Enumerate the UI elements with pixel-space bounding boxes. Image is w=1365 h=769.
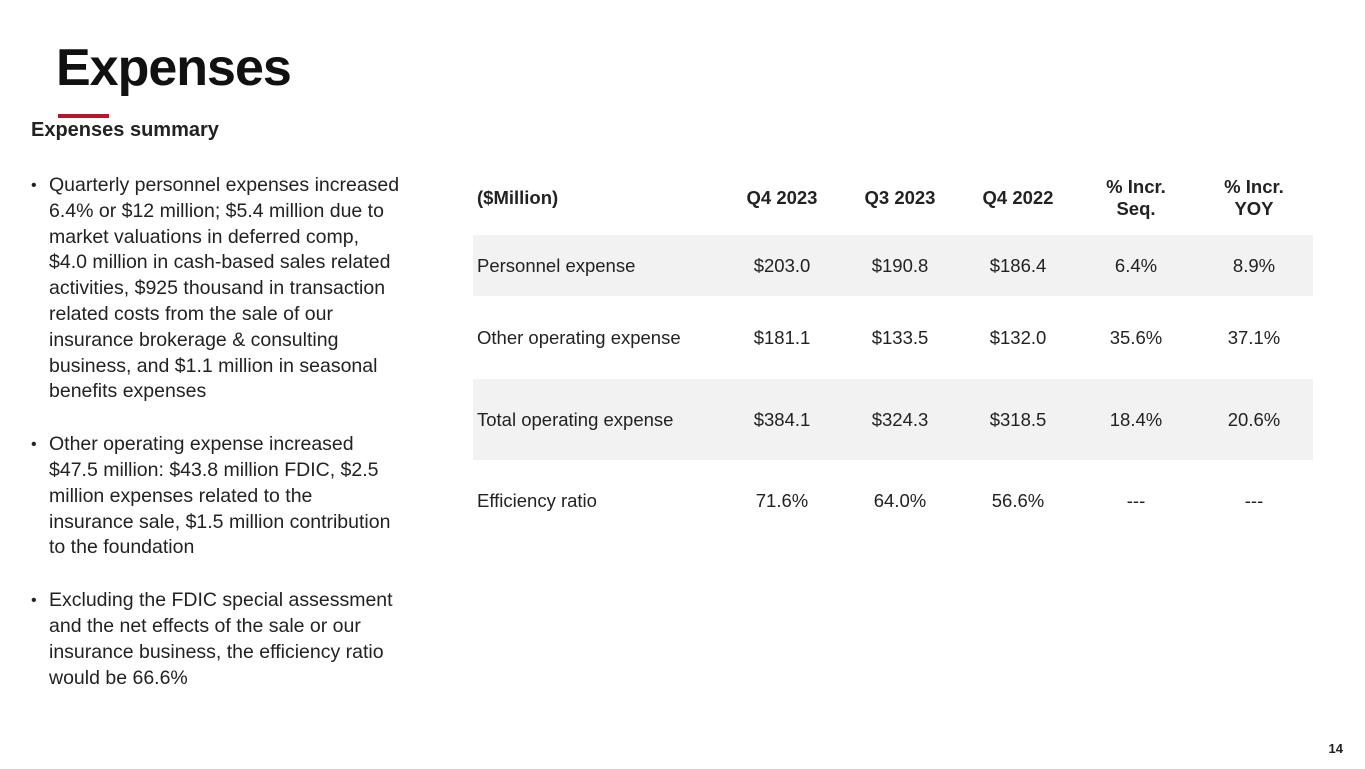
- cell-pct-yoy: 37.1%: [1227, 326, 1281, 348]
- page-title: Expenses: [56, 39, 292, 97]
- table-header-row: ($Million) Q4 2023 Q3 2023 Q4 2022 % Inc…: [473, 160, 1313, 235]
- cell-q3-2023: 64.0%: [873, 490, 927, 511]
- cell-q4-2023: $203.0: [723, 235, 841, 296]
- table-row: Total operating expense $384.1 $324.3 $3…: [473, 379, 1313, 460]
- cell-q4-2023: 71.6%: [755, 490, 809, 511]
- cell-q4-2022: 56.6%: [991, 490, 1045, 511]
- row-label: Total operating expense: [473, 379, 723, 460]
- cell-q4-2022: $132.0: [989, 326, 1047, 348]
- cell-q4-2023: $181.1: [753, 326, 811, 348]
- cell-q3-2023: $324.3: [841, 379, 959, 460]
- cell-q4-2022: $318.5: [959, 379, 1077, 460]
- bullet-icon: •: [31, 436, 37, 454]
- bullet-icon: •: [31, 592, 37, 610]
- header-label: ($Million): [477, 186, 559, 208]
- title-accent-bar: [58, 114, 109, 118]
- cell-pct-seq: 18.4%: [1077, 379, 1195, 460]
- cell-pct-yoy: 20.6%: [1195, 379, 1313, 460]
- page-number: 14: [1328, 741, 1343, 756]
- summary-bullet: • Quarterly personnel expenses increased…: [31, 173, 401, 405]
- summary-bullet-list: • Quarterly personnel expenses increased…: [31, 173, 401, 718]
- cell-pct-yoy: ---: [1244, 490, 1264, 511]
- cell-pct-seq: 35.6%: [1109, 326, 1163, 348]
- expenses-table-container: ($Million) Q4 2023 Q3 2023 Q4 2022 % Inc…: [473, 160, 1313, 542]
- table-row: Other operating expense $181.1 $133.5 $1…: [473, 296, 1313, 379]
- cell-pct-seq: ---: [1126, 490, 1146, 511]
- summary-heading: Expenses summary: [31, 119, 219, 141]
- cell-q4-2023: $384.1: [723, 379, 841, 460]
- expenses-table: ($Million) Q4 2023 Q3 2023 Q4 2022 % Inc…: [473, 160, 1313, 542]
- cell-q3-2023: $133.5: [871, 326, 929, 348]
- bullet-text: Other operating expense increased $47.5 …: [49, 433, 391, 559]
- header-q4-2023: Q4 2023: [746, 186, 818, 208]
- header-pct-seq-line2: Seq.: [1116, 197, 1156, 219]
- bullet-text: Excluding the FDIC special assessment an…: [49, 589, 393, 689]
- header-pct-yoy-line2: YOY: [1234, 197, 1274, 219]
- cell-q3-2023: $190.8: [841, 235, 959, 296]
- header-pct-yoy: % Incr. YOY: [1195, 160, 1313, 235]
- bullet-text: Quarterly personnel expenses increased 6…: [49, 174, 400, 403]
- header-q4-2022: Q4 2022: [982, 186, 1054, 208]
- cell-q4-2022: $186.4: [959, 235, 1077, 296]
- bullet-icon: •: [31, 177, 37, 194]
- row-label: Personnel expense: [473, 235, 723, 296]
- table-row: Personnel expense $203.0 $190.8 $186.4 6…: [473, 235, 1313, 296]
- header-pct-yoy-line1: % Incr.: [1224, 175, 1284, 197]
- cell-pct-yoy: 8.9%: [1195, 235, 1313, 296]
- header-q3-2023: Q3 2023: [864, 186, 936, 208]
- summary-bullet: • Other operating expense increased $47.…: [31, 432, 401, 561]
- row-label: Efficiency ratio: [477, 490, 597, 511]
- summary-bullet: • Excluding the FDIC special assessment …: [31, 588, 401, 691]
- header-pct-seq-line1: % Incr.: [1106, 175, 1166, 197]
- cell-pct-seq: 6.4%: [1077, 235, 1195, 296]
- table-row: Efficiency ratio 71.6% 64.0% 56.6% --- -…: [473, 460, 1313, 542]
- header-pct-seq: % Incr. Seq.: [1077, 160, 1195, 235]
- row-label: Other operating expense: [477, 326, 681, 348]
